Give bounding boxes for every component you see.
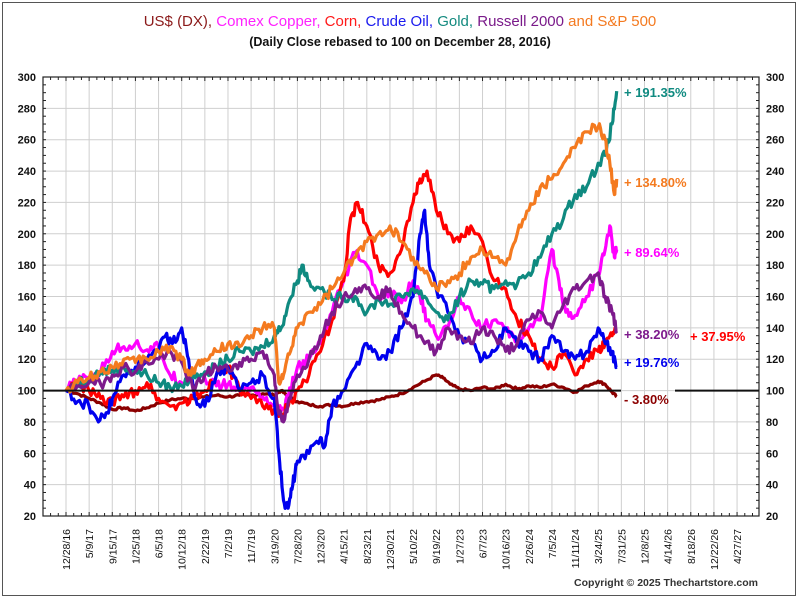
title-part: , [357, 13, 366, 30]
x-tick-label: 6/5/18 [154, 529, 166, 558]
x-tick-label: 10/16/23 [501, 529, 513, 570]
x-tick-label: 2/26/24 [524, 529, 536, 564]
x-tick-label: 7/31/25 [616, 529, 628, 564]
x-tick-label: 10/12/18 [177, 529, 189, 570]
copyright-text: Copyright © 2025 Thechartstore.com [574, 577, 758, 589]
y-tick-label-right: 80 [766, 417, 778, 429]
y-tick-label-left: 220 [18, 197, 36, 209]
y-tick-label-right: 260 [766, 135, 784, 147]
title-part: Gold [437, 13, 469, 30]
series-line-corn [64, 169, 618, 419]
x-tick-label: 1/25/18 [130, 529, 142, 564]
x-tick-label: 8/23/21 [362, 529, 374, 564]
x-tick-label: 7/5/24 [547, 529, 559, 558]
y-tick-label-right: 140 [766, 323, 784, 335]
y-tick-label-left: 280 [18, 103, 36, 115]
title-part: , [316, 13, 325, 30]
y-tick-label-right: 120 [766, 354, 784, 366]
x-tick-label: 4/15/21 [339, 529, 351, 564]
x-tick-label: 5/10/22 [408, 529, 420, 564]
x-tick-label: 2/22/19 [200, 529, 212, 564]
x-tick-label: 12/8/25 [640, 529, 652, 564]
x-tick-label: 3/19/20 [269, 529, 281, 564]
end-label-corn: + 37.95% [690, 329, 746, 344]
x-tick-label: 12/22/26 [709, 529, 721, 570]
x-tick-label: 8/18/26 [686, 529, 698, 564]
end-label-s-p-500: + 134.80% [624, 175, 687, 190]
y-tick-label-right: 40 [766, 480, 778, 492]
axes: 20 20 40 40 60 60 80 80 100 100 120 120 140 140 160 160… [18, 72, 785, 570]
title-part: US$ (DX) [143, 13, 208, 30]
y-tick-label-right: 240 [766, 166, 784, 178]
plot-area-border [42, 76, 760, 517]
x-tick-label: 12/30/21 [385, 529, 397, 570]
series-line-crude-oil [65, 208, 618, 510]
y-tick-label-right: 160 [766, 292, 784, 304]
series-lines [64, 90, 619, 510]
y-tick-label-right: 180 [766, 260, 784, 272]
x-tick-label: 7/28/20 [292, 529, 304, 564]
y-tick-label-left: 240 [18, 166, 36, 178]
end-label-gold: + 191.35% [624, 85, 687, 100]
y-tick-label-right: 280 [766, 103, 784, 115]
title-part: , [207, 13, 217, 30]
y-tick-label-right: 20 [766, 511, 778, 523]
title-part: Comex Copper [216, 13, 317, 30]
x-tick-label: 6/7/23 [478, 529, 490, 558]
x-tick-label: 1/27/23 [454, 529, 466, 564]
y-tick-label-right: 100 [766, 386, 784, 398]
y-tick-label-right: 220 [766, 197, 784, 209]
y-tick-label-left: 300 [18, 72, 36, 84]
y-tick-label-right: 200 [766, 229, 784, 241]
chart-title: US$ (DX), Comex Copper, Corn, Crude Oil,… [0, 13, 800, 30]
title-part: Corn [324, 13, 358, 30]
y-tick-label-right: 300 [766, 72, 784, 84]
x-tick-label: 7/2/19 [223, 529, 235, 558]
x-tick-label: 12/28/16 [61, 529, 73, 570]
chart-subtitle: (Daily Close rebased to 100 on December … [249, 35, 551, 49]
end-labels: - 3.80% + 89.64% + 37.95% + 19.76% + 191.35%… [624, 85, 746, 407]
title-part: , [468, 13, 478, 30]
y-tick-label-left: 200 [18, 229, 36, 241]
x-tick-label: 11/7/19 [246, 529, 258, 563]
series-line-gold [64, 90, 619, 394]
y-tick-label-left: 140 [18, 323, 36, 335]
end-label-russell-2000: + 38.20% [624, 327, 680, 342]
series-line-s-p-500 [64, 122, 619, 394]
x-tick-label: 9/19/22 [431, 529, 443, 564]
y-tick-label-left: 120 [18, 354, 36, 366]
title-part: Crude Oil [365, 13, 429, 30]
x-tick-label: 9/15/17 [107, 529, 119, 564]
y-tick-label-left: 160 [18, 292, 36, 304]
series-line-comex-copper [64, 224, 619, 413]
end-label-comex-copper: + 89.64% [624, 245, 680, 260]
x-tick-label: 3/24/25 [593, 529, 605, 564]
y-tick-label-left: 60 [24, 448, 36, 460]
end-label-crude-oil: + 19.76% [624, 355, 680, 370]
title-part: and S&P 500 [563, 13, 657, 30]
x-tick-label: 12/3/20 [316, 529, 328, 564]
y-tick-label-right: 60 [766, 448, 778, 460]
x-tick-label: 5/9/17 [84, 529, 96, 558]
y-tick-label-left: 80 [24, 417, 36, 429]
x-tick-label: 4/14/26 [663, 529, 675, 564]
y-tick-label-left: 180 [18, 260, 36, 272]
y-tick-label-left: 40 [24, 480, 36, 492]
y-tick-label-left: 20 [24, 511, 36, 523]
end-label-us-dx-: - 3.80% [624, 392, 669, 407]
title-part: , [428, 13, 438, 30]
y-tick-label-left: 100 [18, 386, 36, 398]
x-tick-label: 11/11/24 [570, 529, 582, 568]
x-tick-label: 4/27/27 [732, 529, 744, 564]
title-part: Russell 2000 [477, 13, 564, 30]
y-tick-label-left: 260 [18, 135, 36, 147]
series-line-russell-2000 [64, 271, 619, 424]
